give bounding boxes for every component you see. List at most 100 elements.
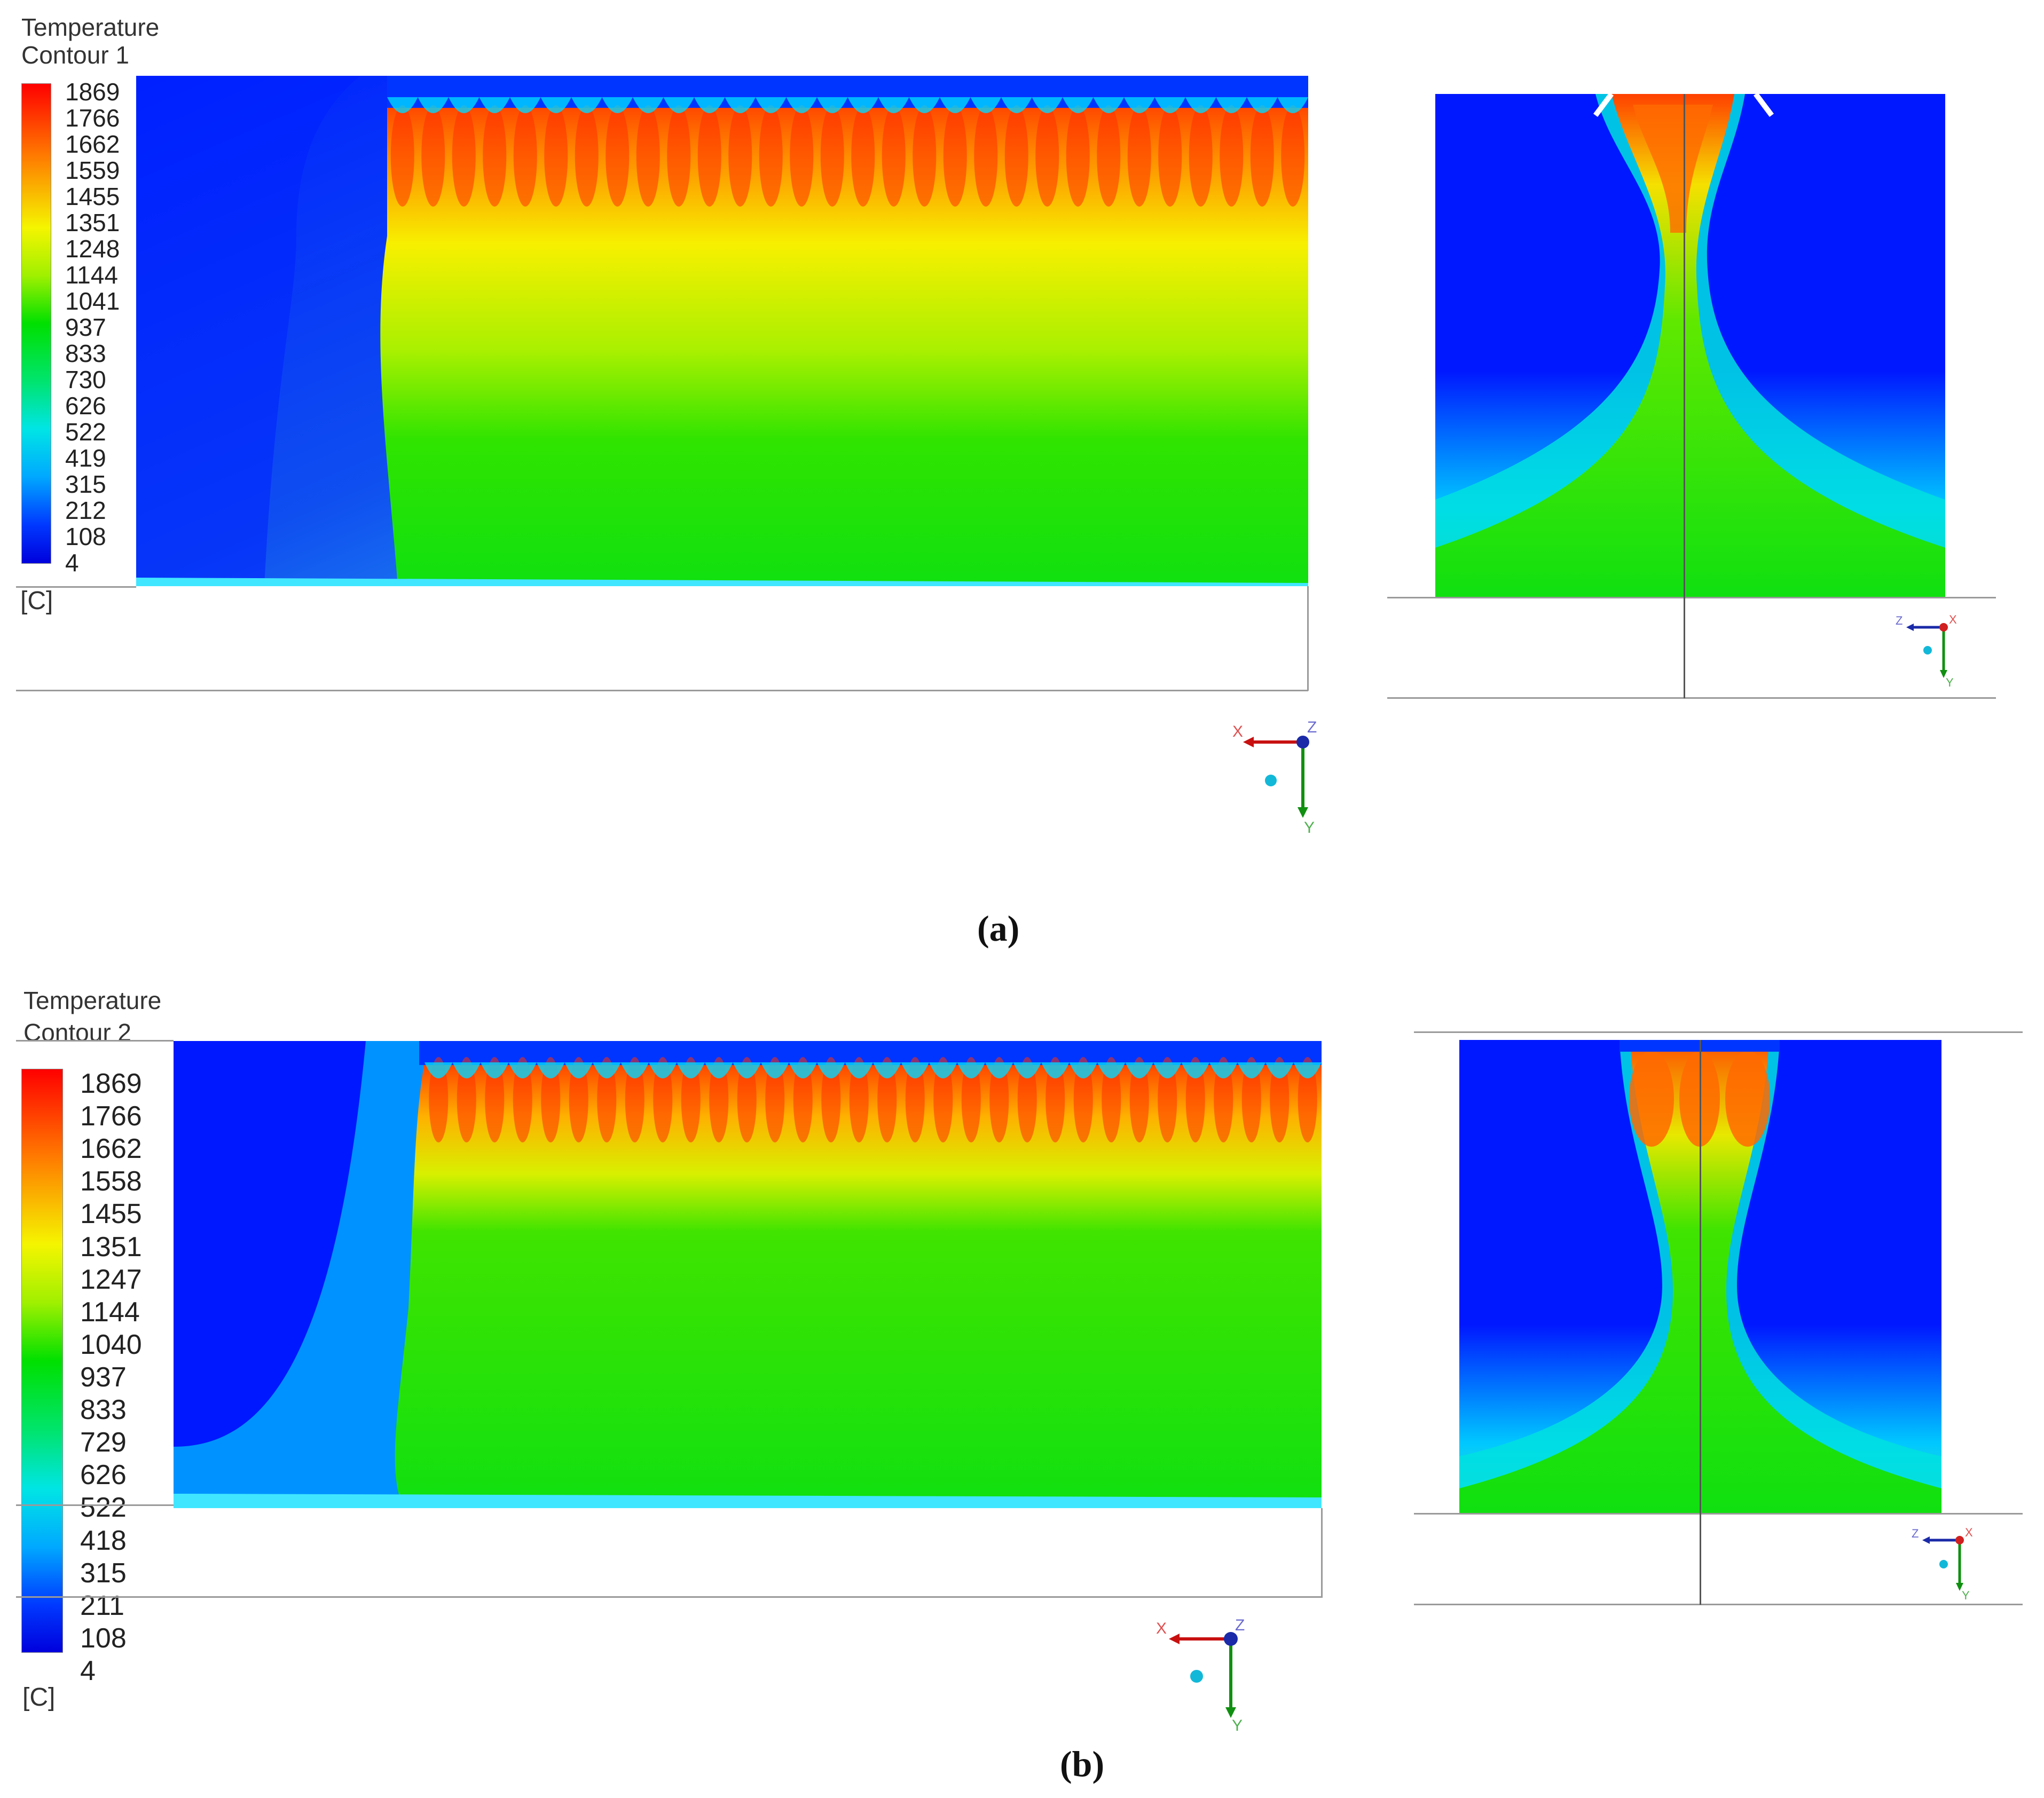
axis-z-label-a: Z — [1307, 719, 1317, 736]
a-legend-tick: 1869 — [65, 78, 120, 106]
flame-tip — [929, 1062, 957, 1078]
flame-tip — [602, 97, 633, 113]
flame-tip — [1124, 97, 1155, 113]
flame-tip — [817, 1062, 845, 1078]
b-legend-tick: 1455 — [80, 1198, 142, 1230]
flame-lobe — [974, 105, 998, 207]
a-legend-tick: 1144 — [65, 261, 118, 289]
a-legend-tick: 212 — [65, 496, 106, 524]
frame-line-b6 — [1414, 1513, 2023, 1515]
flame-tip — [540, 97, 571, 113]
flame-lobe — [728, 105, 752, 207]
flame-tip — [633, 97, 664, 113]
flame-lobe — [821, 1057, 841, 1142]
frame-line-b2 — [16, 1504, 174, 1506]
flame-lobe — [544, 105, 568, 207]
b-legend-tick: 1662 — [80, 1133, 142, 1165]
flame-tip — [1154, 97, 1185, 113]
b-legend-tick: 522 — [80, 1492, 127, 1524]
flame-tip — [1063, 97, 1094, 113]
legend-title-a: Temperature — [21, 13, 160, 41]
flame-lobe — [1158, 105, 1182, 207]
flame-tip — [1125, 1062, 1153, 1078]
contour-front-view-b — [174, 1041, 1322, 1508]
a-legend-tick: 1041 — [65, 287, 120, 315]
flame-lobe — [1097, 105, 1121, 207]
flame-tip — [418, 97, 449, 113]
a-legend-tick: 1351 — [65, 209, 120, 236]
flame-lobe — [1220, 105, 1244, 207]
a-legend-tick: 833 — [65, 340, 106, 367]
frame-line-a2 — [16, 690, 1308, 691]
flame-lobe — [457, 1057, 476, 1142]
a-legend-tick: 937 — [65, 313, 106, 341]
flame-lobe — [1035, 105, 1059, 207]
axis-x-label-b-side: X — [1965, 1526, 1973, 1539]
contour-front-view-a — [136, 76, 1308, 586]
flame-tip — [1153, 1062, 1182, 1078]
flame-lobe — [485, 1057, 505, 1142]
flame-lobe — [793, 1057, 813, 1142]
b-legend-tick: 315 — [80, 1557, 127, 1589]
frame-line-a1 — [16, 586, 136, 588]
flame-tip — [649, 1062, 677, 1078]
a-legend-tick: 1455 — [65, 183, 120, 210]
b-legend-tick: 937 — [80, 1362, 127, 1393]
flame-lobe — [681, 1057, 701, 1142]
b-legend-tick: 1869 — [80, 1068, 142, 1099]
flame-tip — [873, 1062, 901, 1078]
flame-lobe — [1270, 1057, 1290, 1142]
flame-tip — [1293, 1062, 1322, 1078]
flame-tip — [1041, 1062, 1070, 1078]
axis-triad-b-side: Z X Y — [1912, 1526, 1973, 1602]
flame-tip — [761, 1062, 789, 1078]
flame-tip — [909, 97, 940, 113]
flame-lobe — [851, 105, 875, 207]
flame-lobe — [429, 1057, 449, 1142]
axis-y-label-a: Y — [1304, 819, 1315, 837]
a-legend-tick: 730 — [65, 366, 106, 393]
flame-tip — [789, 1062, 817, 1078]
flame-tip — [970, 97, 1001, 113]
flame-tip — [1265, 1062, 1294, 1078]
flame-lobe — [1250, 105, 1274, 207]
flame-lobe — [737, 1057, 757, 1142]
flame-tip — [786, 97, 817, 113]
flame-lobe — [1102, 1057, 1121, 1142]
flame-lobe — [913, 105, 937, 207]
axis-z-label-b: Z — [1235, 1616, 1245, 1634]
flame-tip — [537, 1062, 565, 1078]
flame-lobe — [513, 1057, 532, 1142]
panel-caption-b: (b) — [1060, 1744, 1105, 1784]
flame-lobe — [697, 105, 721, 207]
flame-tip — [452, 1062, 481, 1078]
flame-lobe — [765, 1057, 785, 1142]
a-legend-tick: 315 — [65, 470, 106, 498]
flame-lobe — [667, 105, 691, 207]
flame-lobe — [961, 1057, 981, 1142]
legend-title-b: Temperature — [23, 987, 162, 1014]
b-legend-tick: 833 — [80, 1394, 127, 1426]
b-legend-tick: 626 — [80, 1460, 127, 1491]
b-legend-tick: 1766 — [80, 1101, 142, 1132]
flame-lobe — [1298, 1057, 1317, 1142]
flame-tip — [847, 97, 878, 113]
flame-lobe — [943, 105, 967, 207]
flame-lobe — [1017, 1057, 1037, 1142]
flame-lobe — [1214, 1057, 1233, 1142]
flame-lobe — [933, 1057, 953, 1142]
flame-tip — [725, 97, 756, 113]
b-legend-tick: 1040 — [80, 1329, 142, 1360]
axis-triad-a-side: Z X Y — [1896, 613, 1957, 689]
flame-lobe — [1004, 105, 1028, 207]
flame-lobe — [759, 105, 783, 207]
flame-tip — [1216, 97, 1247, 113]
a-legend-tick: 419 — [65, 444, 106, 472]
frame-line-b8 — [1700, 1040, 1701, 1605]
frame-line-a3 — [1307, 586, 1309, 691]
contour-side-view-a — [1435, 94, 1945, 598]
a-legend-tick: 1662 — [65, 130, 120, 158]
flame-lobe — [1127, 105, 1151, 207]
a-legend-tick: 1766 — [65, 104, 120, 132]
frame-line-a6 — [1684, 94, 1685, 698]
